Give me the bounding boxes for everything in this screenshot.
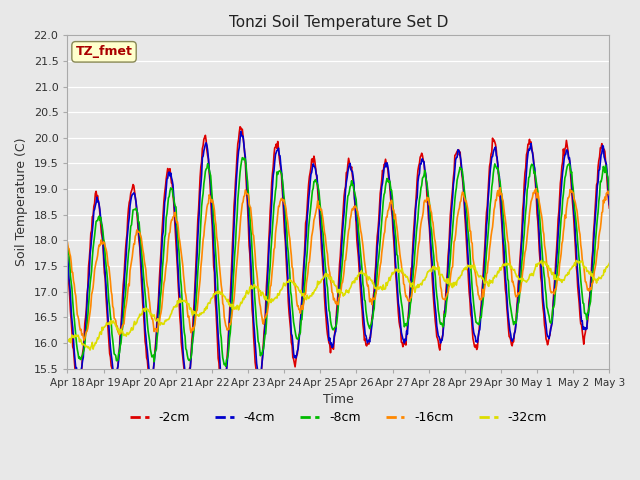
-8cm — [74, 346, 81, 352]
-2cm — [219, 391, 227, 396]
-16cm — [63, 240, 71, 245]
-4cm — [184, 379, 192, 384]
-32cm — [538, 258, 545, 264]
-4cm — [219, 385, 227, 391]
-16cm — [605, 192, 613, 198]
Line: -16cm: -16cm — [67, 188, 609, 340]
-8cm — [63, 243, 71, 249]
-2cm — [213, 321, 221, 327]
-4cm — [406, 299, 413, 305]
-2cm — [236, 124, 244, 130]
-8cm — [222, 363, 230, 369]
-32cm — [421, 277, 429, 283]
-16cm — [74, 312, 81, 318]
X-axis label: Time: Time — [323, 393, 354, 406]
-16cm — [214, 239, 221, 244]
-2cm — [63, 254, 71, 260]
-4cm — [129, 191, 137, 197]
Text: TZ_fmet: TZ_fmet — [76, 45, 132, 59]
-8cm — [184, 356, 192, 362]
-2cm — [129, 182, 137, 188]
-2cm — [184, 383, 192, 389]
-4cm — [605, 202, 613, 207]
-16cm — [496, 185, 504, 191]
Title: Tonzi Soil Temperature Set D: Tonzi Soil Temperature Set D — [228, 15, 448, 30]
-16cm — [405, 298, 413, 303]
-8cm — [239, 155, 246, 160]
-4cm — [74, 372, 81, 378]
-32cm — [214, 291, 221, 297]
-16cm — [185, 313, 193, 319]
-16cm — [130, 241, 138, 247]
-32cm — [185, 301, 193, 307]
-4cm — [422, 169, 429, 175]
-2cm — [605, 205, 613, 211]
-4cm — [63, 254, 71, 260]
-8cm — [422, 174, 429, 180]
-32cm — [605, 260, 613, 266]
Line: -32cm: -32cm — [67, 261, 609, 350]
-16cm — [80, 337, 88, 343]
Y-axis label: Soil Temperature (C): Soil Temperature (C) — [15, 138, 28, 266]
-32cm — [405, 279, 413, 285]
-32cm — [63, 336, 71, 342]
Legend: -2cm, -4cm, -8cm, -16cm, -32cm: -2cm, -4cm, -8cm, -16cm, -32cm — [125, 406, 552, 429]
-32cm — [130, 322, 138, 327]
Line: -2cm: -2cm — [67, 127, 609, 394]
-32cm — [86, 347, 94, 353]
-8cm — [213, 266, 221, 272]
-8cm — [605, 190, 613, 196]
-4cm — [213, 306, 221, 312]
-2cm — [74, 378, 81, 384]
Line: -4cm: -4cm — [67, 132, 609, 388]
Line: -8cm: -8cm — [67, 157, 609, 366]
-8cm — [129, 207, 137, 213]
-16cm — [421, 197, 429, 203]
-4cm — [237, 129, 244, 134]
-2cm — [422, 171, 429, 177]
-2cm — [406, 295, 413, 301]
-32cm — [74, 333, 81, 338]
-8cm — [406, 311, 413, 316]
